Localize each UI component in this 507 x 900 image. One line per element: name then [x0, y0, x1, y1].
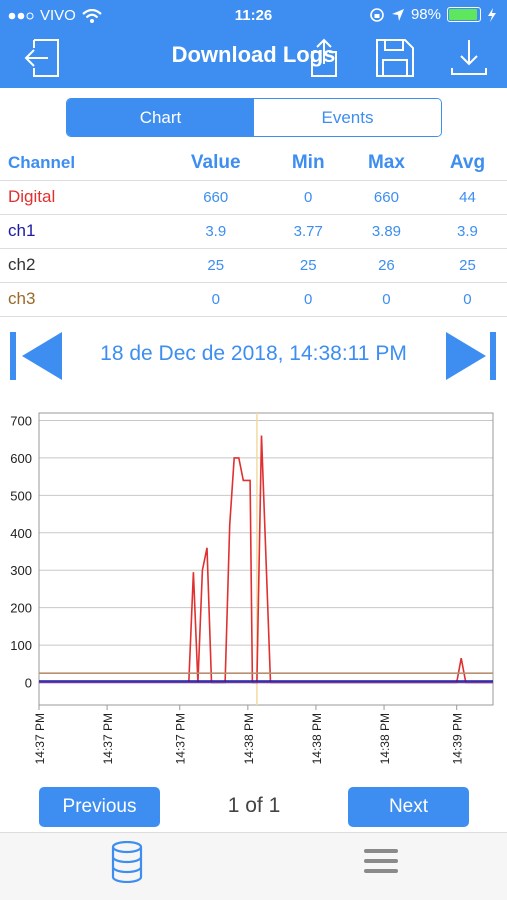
x-tick-label: 14:38 PM	[310, 713, 324, 764]
page-title: Download Logs	[171, 42, 336, 67]
channel-max: 26	[344, 248, 428, 283]
channel-avg: 3.9	[427, 214, 507, 249]
channel-min: 0	[271, 282, 345, 317]
header-avg: Avg	[427, 147, 507, 181]
channel-name: ch1	[0, 214, 160, 249]
tab-chart[interactable]: Chart	[67, 99, 254, 136]
channel-avg: 0	[427, 282, 507, 317]
y-tick-label: 200	[10, 601, 32, 616]
channel-name: Digital	[0, 180, 160, 215]
previous-button[interactable]: Previous	[39, 787, 160, 827]
carrier-label: VIVO	[40, 7, 76, 24]
battery-icon	[447, 7, 481, 22]
channel-max: 0	[344, 282, 428, 317]
status-time: 11:26	[234, 7, 273, 24]
x-tick-label: 14:37 PM	[101, 713, 115, 764]
y-tick-label: 600	[10, 451, 32, 466]
channel-table: Channel Value Min Max Avg Digital 660 0 …	[0, 147, 507, 317]
x-tick-label: 14:38 PM	[378, 713, 392, 764]
table-row[interactable]: ch1 3.9 3.77 3.89 3.9	[0, 214, 507, 249]
y-tick-label: 100	[10, 638, 32, 653]
channel-min: 0	[271, 180, 345, 215]
channel-value: 3.9	[160, 214, 272, 249]
y-tick-label: 700	[10, 413, 32, 428]
table-row[interactable]: ch2 25 25 26 25	[0, 248, 507, 283]
channel-max: 660	[344, 180, 428, 215]
x-tick-label: 14:37 PM	[174, 713, 188, 764]
channel-name: ch2	[0, 248, 160, 283]
header-max: Max	[344, 147, 428, 181]
signal-icon	[8, 12, 34, 19]
current-date: 18 de Dec de 2018, 14:38:11 PM	[100, 342, 407, 365]
y-tick-label: 500	[10, 488, 32, 503]
wifi-icon	[82, 8, 102, 23]
y-tick-label: 400	[10, 526, 32, 541]
header-bar: VIVO 11:26 98% Download Logs	[0, 0, 507, 88]
next-button[interactable]: Next	[348, 787, 469, 827]
channel-min: 3.77	[271, 214, 345, 249]
header-channel: Channel	[0, 147, 160, 181]
table-header-row: Channel Value Min Max Avg	[0, 147, 507, 181]
charging-icon	[488, 7, 496, 22]
channel-max: 3.89	[344, 214, 428, 249]
tab-bar	[0, 832, 507, 900]
date-navigator: 18 de Dec de 2018, 14:38:11 PM	[0, 330, 507, 380]
first-record-icon[interactable]	[10, 332, 64, 380]
channel-value: 0	[160, 282, 272, 317]
channel-value: 660	[160, 180, 272, 215]
last-record-icon[interactable]	[446, 332, 498, 380]
header-value: Value	[160, 147, 272, 181]
share-icon[interactable]	[310, 38, 338, 78]
tab-events[interactable]: Events	[254, 99, 441, 136]
location-icon	[391, 8, 404, 21]
exit-icon[interactable]	[22, 38, 62, 78]
orientation-lock-icon	[370, 7, 384, 22]
x-tick-label: 14:38 PM	[242, 713, 256, 764]
channel-min: 25	[271, 248, 345, 283]
download-icon[interactable]	[450, 38, 488, 78]
table-row[interactable]: ch3 0 0 0 0	[0, 282, 507, 317]
plot-frame	[38, 412, 494, 706]
x-tick-label: 14:39 PM	[451, 713, 465, 764]
save-icon[interactable]	[375, 38, 415, 78]
battery-percent: 98%	[410, 6, 441, 23]
view-segmented-control: Chart Events	[66, 98, 442, 137]
log-chart[interactable]: 0 100 200 300 400 500 600 700 14:37 PM 14:37 PM 14…	[0, 395, 507, 785]
page-indicator: 1 of 1	[227, 794, 281, 817]
status-bar: VIVO 11:26 98%	[0, 0, 507, 30]
channel-value: 25	[160, 248, 272, 283]
database-icon[interactable]	[111, 841, 143, 883]
x-tick-label: 14:37 PM	[33, 713, 47, 764]
header-min: Min	[271, 147, 345, 181]
channel-avg: 44	[427, 180, 507, 215]
table-row[interactable]: Digital 660 0 660 44	[0, 180, 507, 215]
channel-avg: 25	[427, 248, 507, 283]
menu-icon[interactable]	[364, 849, 398, 873]
channel-name: ch3	[0, 282, 160, 317]
y-tick-label: 300	[10, 563, 32, 578]
y-tick-label: 0	[25, 676, 32, 691]
